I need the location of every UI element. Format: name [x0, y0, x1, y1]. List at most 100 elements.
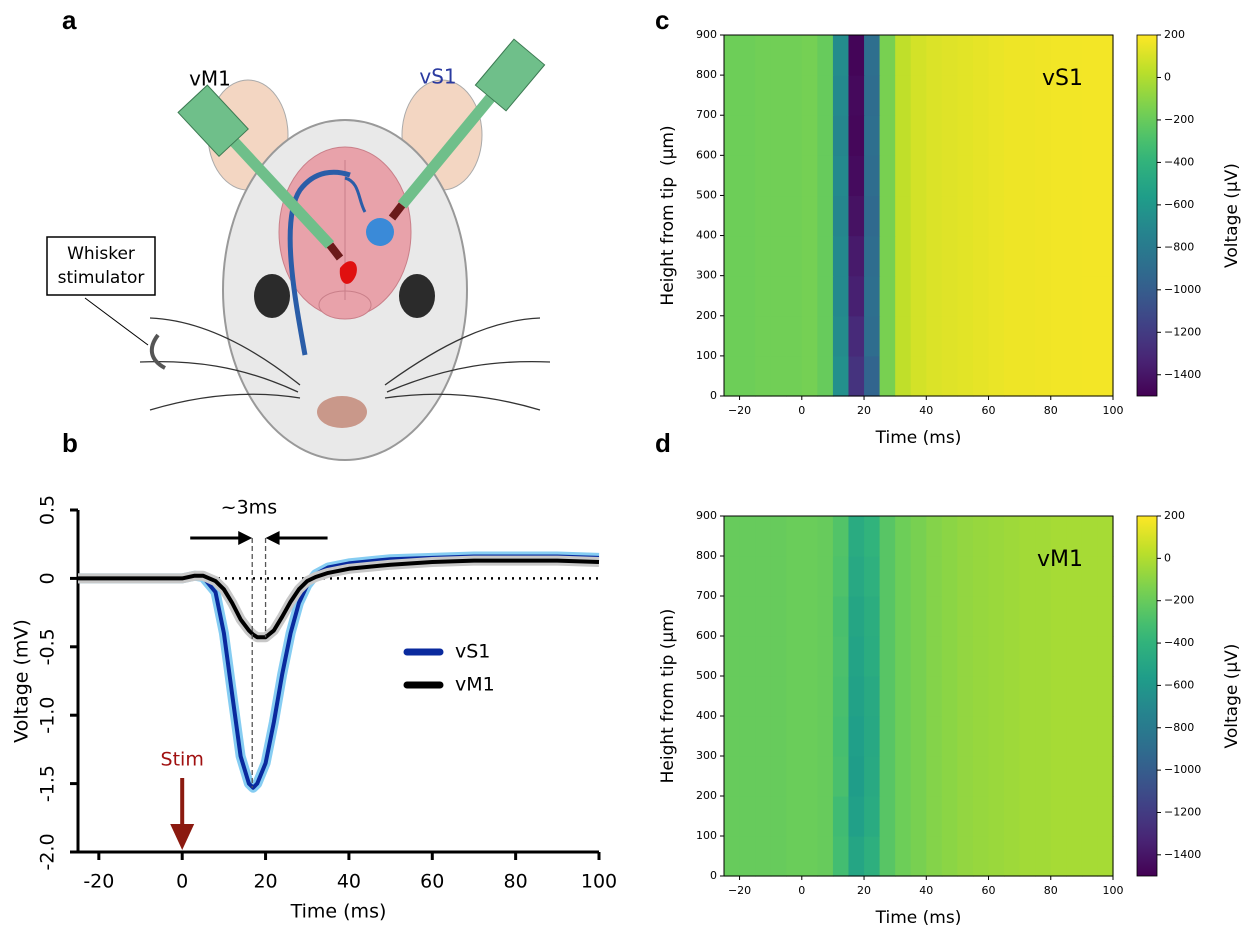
colorbar-title: Voltage (μV)	[1222, 163, 1242, 268]
heatmap-cell	[926, 115, 943, 156]
heatmap-cell	[1066, 516, 1083, 557]
heatmap-cell	[770, 556, 787, 597]
heatmap-cell	[1035, 75, 1052, 116]
heatmap-cell	[817, 115, 834, 156]
pointer	[84, 297, 149, 346]
x-tick-label: 100	[1103, 404, 1124, 417]
heatmap-cell	[739, 756, 756, 797]
x-tick-label: 40	[919, 404, 933, 417]
heatmap-cell	[1035, 516, 1052, 557]
heatmap-cell	[941, 35, 958, 76]
heatmap-cell	[941, 516, 958, 557]
heatmap-cell	[926, 75, 943, 116]
y-tick-label: 400	[696, 229, 717, 242]
heatmap-cell	[786, 75, 803, 116]
heatmap-cell	[817, 636, 834, 677]
x-tick-label: −20	[728, 884, 751, 897]
heatmap-cell	[832, 235, 850, 277]
heatmap-cell	[770, 756, 787, 797]
heatmap-cell	[832, 836, 850, 877]
heatmap-cell	[1050, 195, 1067, 237]
heatmap-cell	[1097, 155, 1114, 197]
heatmap-cell	[1066, 756, 1083, 797]
heatmap-cell	[1066, 75, 1083, 116]
heatmap-cell	[1035, 275, 1052, 317]
heatmap-cell	[895, 75, 912, 116]
heatmap-cell	[770, 636, 787, 677]
heatmap-cell	[832, 556, 850, 597]
heatmap-cell	[1050, 155, 1067, 197]
heatmap-cell	[864, 155, 881, 197]
heatmap-cell	[1004, 836, 1021, 877]
heatmap-cell	[755, 516, 772, 557]
heatmap-cell	[910, 556, 927, 597]
heatmap-cell	[879, 676, 896, 717]
heatmap-cell	[864, 836, 881, 877]
heatmap-cell	[879, 596, 896, 637]
heatmap-cell	[864, 315, 881, 357]
heatmap-cell	[972, 315, 990, 357]
heatmap-cell	[972, 836, 990, 877]
colorbar-tick-label: 200	[1164, 28, 1185, 41]
heatmap-cell	[864, 556, 881, 597]
heatmap-cell	[1097, 756, 1114, 797]
heatmap-cell	[755, 155, 772, 197]
heatmap-cell	[801, 155, 818, 197]
chart-title: vS1	[1042, 66, 1083, 91]
series-line	[78, 558, 600, 640]
y-tick-label: -1.5	[37, 765, 59, 802]
heatmap-cell	[910, 516, 927, 557]
y-tick-label: 100	[696, 829, 717, 842]
heatmap-cell	[817, 75, 834, 116]
heatmap-cell	[755, 75, 772, 116]
heatmap-cell	[817, 155, 834, 197]
heatmap-cell	[972, 75, 990, 116]
heatmap-cell	[988, 315, 1005, 357]
colorbar	[1136, 515, 1158, 877]
heatmap-cell	[848, 75, 865, 116]
heatmap-cell	[770, 716, 787, 757]
heatmap-cell	[817, 315, 834, 357]
chart-title: vM1	[1037, 547, 1083, 572]
heatmap-cell	[1097, 716, 1114, 757]
colorbar-tick-label: −600	[1164, 198, 1194, 211]
heatmap-cell	[864, 756, 881, 797]
heatmap-cell	[941, 315, 958, 357]
heatmap-cell	[1035, 35, 1052, 76]
heatmap-cell	[988, 195, 1005, 237]
heatmap-cell	[1050, 235, 1067, 277]
heatmap-cell	[957, 355, 974, 397]
heatmap-cell	[832, 275, 850, 317]
heatmap-cell	[848, 275, 865, 317]
colorbar-tick-label: −1000	[1164, 283, 1201, 296]
heatmap-cell	[755, 796, 772, 837]
heatmap-cell	[972, 756, 990, 797]
heatmap-cell	[941, 115, 958, 156]
heatmap-cell	[739, 676, 756, 717]
heatmap-cell	[1004, 35, 1021, 76]
heatmap-cell	[1066, 716, 1083, 757]
heatmap-cell	[832, 676, 850, 717]
y-tick-label: 500	[696, 669, 717, 682]
heatmap-cell	[739, 355, 756, 397]
heatmap-cell	[801, 716, 818, 757]
heatmap-cell	[739, 275, 756, 317]
heatmap-cell	[957, 275, 974, 317]
heatmap-cell	[879, 355, 896, 397]
heatmap-cell	[1081, 516, 1099, 557]
x-tick-label: 100	[581, 871, 617, 893]
heatmap-cell	[801, 275, 818, 317]
heatmap-cell	[910, 275, 927, 317]
error-band	[78, 551, 600, 793]
heatmap-cell	[832, 596, 850, 637]
heatmap-cell	[832, 115, 850, 156]
heatmap-cell	[988, 115, 1005, 156]
heatmap-cell	[739, 836, 756, 877]
x-tick-label: 0	[798, 404, 805, 417]
heatmap-cell	[817, 195, 834, 237]
y-tick-label: 100	[696, 349, 717, 362]
heatmap-cell	[1050, 35, 1067, 76]
heatmap-cell	[910, 756, 927, 797]
heatmap-cell	[724, 355, 741, 397]
heatmap-cell	[879, 836, 896, 877]
